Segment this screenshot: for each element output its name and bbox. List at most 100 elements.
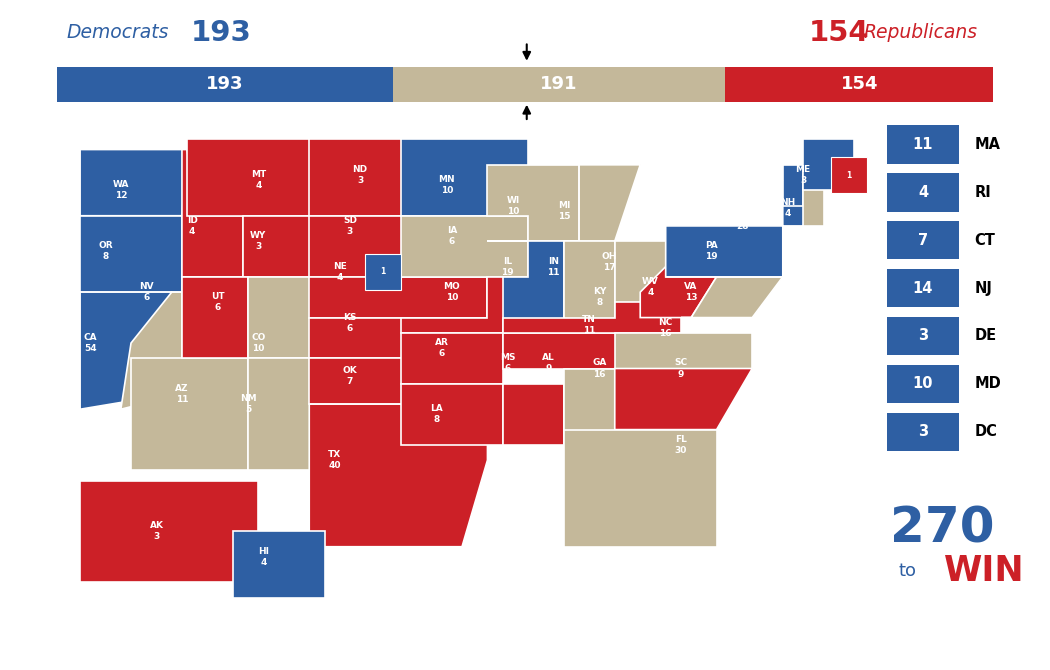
Text: 1: 1 xyxy=(380,267,385,276)
Text: KY
8: KY 8 xyxy=(593,287,606,308)
Text: NH
4: NH 4 xyxy=(780,198,796,218)
Text: 154: 154 xyxy=(808,19,869,47)
Text: AK
3: AK 3 xyxy=(149,521,164,541)
Text: IA
6: IA 6 xyxy=(446,226,457,246)
Bar xyxy=(887,317,959,355)
Polygon shape xyxy=(614,333,752,369)
Text: 193: 193 xyxy=(191,19,252,47)
Polygon shape xyxy=(248,358,360,470)
Text: UT
6: UT 6 xyxy=(211,292,225,312)
Bar xyxy=(887,364,959,403)
Polygon shape xyxy=(310,216,487,277)
Text: DE: DE xyxy=(974,328,996,344)
Text: 3: 3 xyxy=(918,424,928,439)
Bar xyxy=(887,413,959,451)
Polygon shape xyxy=(401,216,528,277)
Bar xyxy=(832,157,867,193)
Text: MN
10: MN 10 xyxy=(439,175,455,195)
Polygon shape xyxy=(564,384,614,445)
Text: NE
4: NE 4 xyxy=(333,262,347,282)
Text: VA
13: VA 13 xyxy=(685,282,698,302)
Polygon shape xyxy=(803,139,854,190)
Polygon shape xyxy=(666,190,818,277)
Text: GA
16: GA 16 xyxy=(592,358,607,379)
Text: HI
4: HI 4 xyxy=(258,547,269,567)
Text: NY
28: NY 28 xyxy=(735,211,749,231)
Polygon shape xyxy=(182,149,243,277)
Polygon shape xyxy=(121,292,182,409)
Bar xyxy=(726,67,993,102)
Polygon shape xyxy=(614,241,691,318)
Polygon shape xyxy=(614,369,752,429)
Bar xyxy=(57,67,393,102)
Text: ID
4: ID 4 xyxy=(187,216,197,236)
Polygon shape xyxy=(131,358,248,470)
Text: CO
10: CO 10 xyxy=(251,333,266,353)
Polygon shape xyxy=(681,277,783,318)
Polygon shape xyxy=(401,384,503,445)
Text: FL
30: FL 30 xyxy=(675,435,687,455)
Text: Democrats: Democrats xyxy=(66,23,168,42)
Bar xyxy=(393,67,726,102)
Text: MI
15: MI 15 xyxy=(558,200,570,220)
Polygon shape xyxy=(564,369,681,470)
Text: SC
9: SC 9 xyxy=(674,358,688,379)
Polygon shape xyxy=(243,216,401,277)
Polygon shape xyxy=(503,333,681,369)
Text: ND
3: ND 3 xyxy=(353,165,367,185)
Text: KS
6: KS 6 xyxy=(343,313,357,333)
Text: NJ: NJ xyxy=(974,281,992,295)
Polygon shape xyxy=(248,277,401,358)
Text: NC
16: NC 16 xyxy=(658,318,673,338)
Text: 14: 14 xyxy=(912,281,933,295)
Text: 4: 4 xyxy=(918,185,928,200)
Polygon shape xyxy=(80,480,258,582)
Text: MA: MA xyxy=(974,137,1001,152)
Text: SD
3: SD 3 xyxy=(343,216,357,236)
Text: WA
12: WA 12 xyxy=(112,180,129,200)
Polygon shape xyxy=(503,241,564,333)
Polygon shape xyxy=(401,139,528,216)
Bar xyxy=(365,254,401,289)
Text: CA
54: CA 54 xyxy=(83,333,97,353)
Text: 270: 270 xyxy=(890,505,994,553)
Text: ME
3: ME 3 xyxy=(796,165,811,185)
Text: OK
7: OK 7 xyxy=(342,366,357,386)
Text: TN
11: TN 11 xyxy=(583,315,596,335)
Text: 154: 154 xyxy=(840,76,878,93)
Text: LA
8: LA 8 xyxy=(430,404,443,424)
Text: AZ
11: AZ 11 xyxy=(175,384,189,404)
Polygon shape xyxy=(666,226,783,277)
Polygon shape xyxy=(803,175,823,226)
Text: TX
40: TX 40 xyxy=(328,450,341,470)
Text: VT
3: VT 3 xyxy=(771,180,784,200)
Text: MO
10: MO 10 xyxy=(443,282,460,302)
Polygon shape xyxy=(182,277,248,358)
Bar xyxy=(887,125,959,163)
Text: 11: 11 xyxy=(912,137,933,152)
Text: AR
6: AR 6 xyxy=(435,338,448,358)
Text: 7: 7 xyxy=(918,232,928,248)
Polygon shape xyxy=(80,216,182,292)
Polygon shape xyxy=(310,139,487,216)
Text: 10: 10 xyxy=(912,377,933,391)
Text: WV
4: WV 4 xyxy=(642,277,658,297)
Polygon shape xyxy=(233,531,324,598)
Polygon shape xyxy=(783,165,803,206)
Text: WI
10: WI 10 xyxy=(506,196,520,216)
Text: IL
19: IL 19 xyxy=(502,257,514,277)
Text: 1: 1 xyxy=(846,170,852,180)
Polygon shape xyxy=(80,149,187,216)
Polygon shape xyxy=(487,165,580,241)
Text: MD: MD xyxy=(974,377,1001,391)
Polygon shape xyxy=(503,302,681,333)
Text: Republicans: Republicans xyxy=(863,23,978,42)
Text: IN
11: IN 11 xyxy=(547,257,560,277)
Polygon shape xyxy=(310,277,487,318)
Polygon shape xyxy=(564,429,716,547)
Text: to: to xyxy=(898,562,917,580)
Bar xyxy=(887,174,959,212)
Text: DC: DC xyxy=(974,424,998,439)
Text: WY
3: WY 3 xyxy=(250,231,267,251)
Text: CT: CT xyxy=(974,232,995,248)
